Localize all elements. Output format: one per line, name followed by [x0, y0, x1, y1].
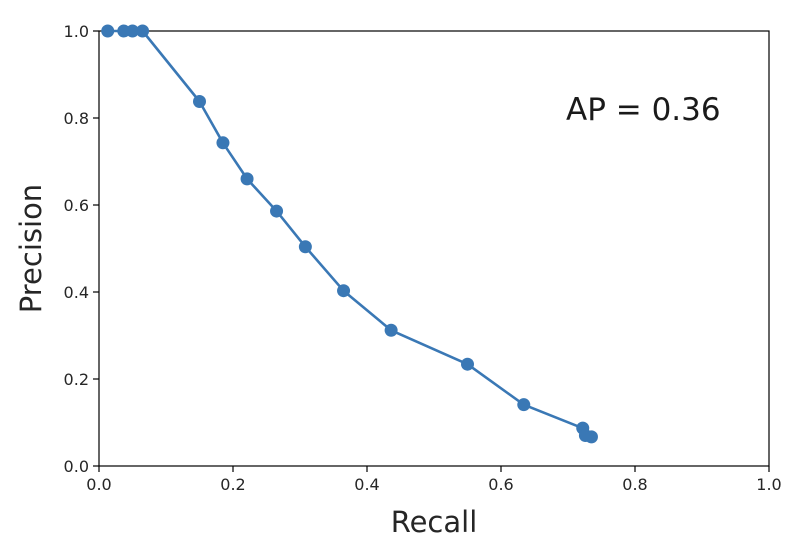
- x-axis-label: Recall: [391, 505, 478, 539]
- data-point: [337, 284, 351, 298]
- data-point: [461, 357, 474, 371]
- data-point: [517, 398, 531, 412]
- y-tick-label: 0.4: [64, 283, 89, 302]
- data-point: [126, 24, 139, 38]
- x-axis-ticks: 0.0 0.2 0.4 0.6 0.8 1.0: [86, 466, 782, 494]
- plot-frame: [98, 30, 770, 467]
- data-point: [101, 24, 115, 38]
- data-point: [270, 204, 284, 218]
- data-point: [298, 240, 312, 254]
- data-point: [584, 430, 598, 444]
- data-point: [136, 24, 150, 38]
- series-line: [106, 29, 593, 439]
- x-tick-label: 1.0: [756, 475, 781, 494]
- ap-annotation: AP = 0.36: [566, 92, 721, 128]
- data-point: [193, 94, 206, 108]
- y-tick-label: 0.2: [64, 370, 89, 389]
- x-tick-label: 0.6: [488, 475, 513, 494]
- data-point: [216, 136, 230, 150]
- y-tick-label: 0.0: [64, 457, 89, 476]
- x-tick-label: 0.4: [354, 475, 379, 494]
- x-tick-label: 0.2: [220, 475, 245, 494]
- x-tick-label: 0.0: [86, 475, 111, 494]
- data-point: [384, 323, 398, 337]
- y-tick-label: 0.8: [64, 109, 89, 128]
- y-axis-ticks: 0.0 0.2 0.4 0.6 0.8 1.0: [64, 22, 99, 476]
- series-points: [101, 24, 598, 444]
- x-tick-label: 0.8: [622, 475, 647, 494]
- y-axis-label: Precision: [14, 184, 48, 313]
- y-tick-label: 0.6: [64, 196, 89, 215]
- y-tick-label: 1.0: [64, 22, 89, 41]
- data-point: [240, 172, 254, 186]
